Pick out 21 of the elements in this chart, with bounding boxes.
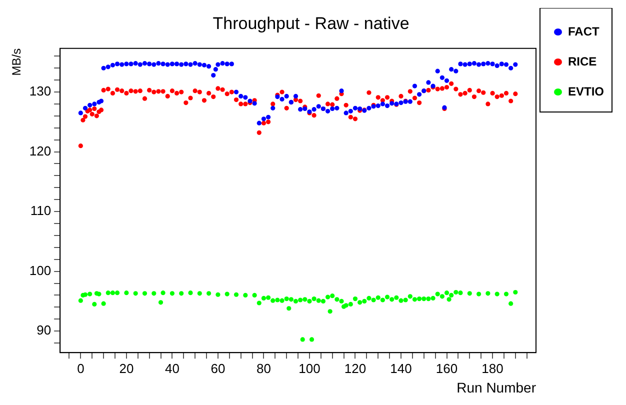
chart-title: Throughput - Raw - native <box>212 14 410 33</box>
legend-label: FACT <box>568 24 600 38</box>
x-tick-label: 120 <box>344 360 366 376</box>
x-tick-label: 140 <box>390 360 412 376</box>
y-axis-title: MB/s <box>10 48 24 76</box>
x-tick-label: 180 <box>482 360 504 376</box>
y-tick-label: 110 <box>30 203 52 218</box>
y-tick-label: 130 <box>29 84 52 99</box>
legend-label: RICE <box>568 54 597 68</box>
legend-label: EVTIO <box>568 84 604 98</box>
x-tick-label: 40 <box>164 360 180 376</box>
x-axis-title: Run Number <box>456 379 536 396</box>
y-tick-label: 120 <box>29 143 52 158</box>
x-tick-label: 60 <box>210 360 226 376</box>
x-tick-label: 80 <box>256 360 271 376</box>
y-tick-label: 100 <box>29 262 52 278</box>
x-tick-label: 100 <box>298 360 320 376</box>
x-tick-label: 0 <box>77 360 84 376</box>
y-tick-label: 90 <box>36 322 52 338</box>
x-tick-label: 20 <box>119 360 134 376</box>
x-tick-label: 160 <box>436 360 458 376</box>
